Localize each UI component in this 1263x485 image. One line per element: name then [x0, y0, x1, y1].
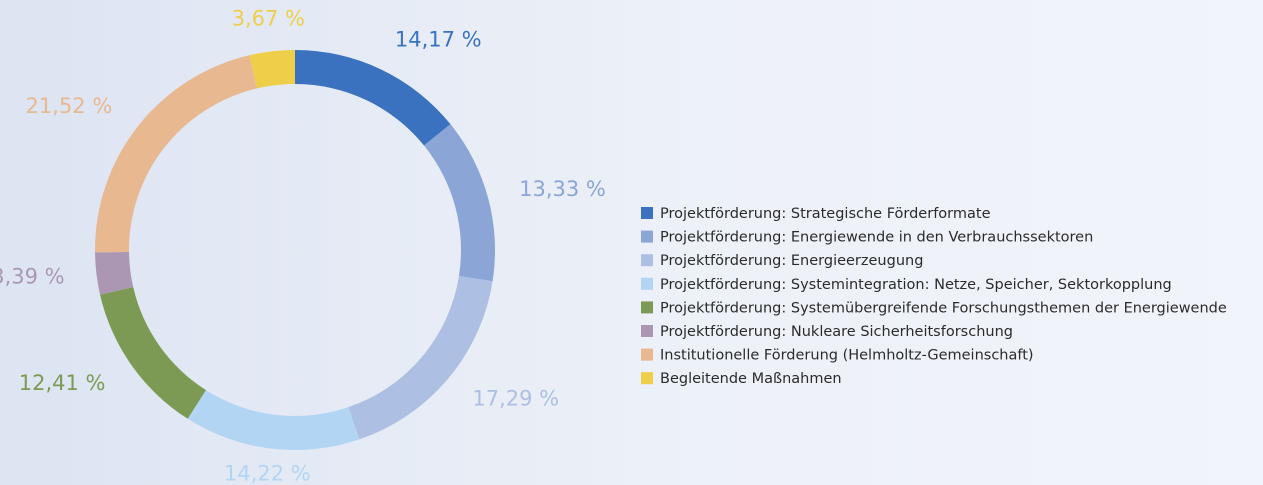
value-label: 3,67 %	[232, 7, 305, 31]
legend-swatch	[641, 325, 653, 337]
value-label: 14,17 %	[395, 28, 482, 52]
donut-segment	[100, 287, 206, 419]
legend-label: Projektförderung: Systemintegration: Net…	[660, 277, 1172, 293]
donut-segment	[295, 50, 451, 146]
legend-label: Projektförderung: Strategische Förderfor…	[660, 206, 991, 222]
legend-swatch	[641, 207, 653, 219]
donut-segment	[348, 275, 493, 440]
value-label: 14,22 %	[224, 461, 311, 485]
legend-swatch	[641, 230, 653, 243]
value-label: 17,29 %	[472, 387, 559, 411]
donut-segment	[249, 50, 295, 89]
value-label: 21,52 %	[26, 94, 113, 118]
legend-label: Projektförderung: Nukleare Sicherheitsfo…	[660, 324, 1013, 340]
legend-label: Projektförderung: Energieerzeugung	[660, 253, 923, 269]
legend-label: Projektförderung: Energiewende in den Ve…	[660, 230, 1093, 246]
legend-swatch	[641, 348, 653, 361]
legend-label: Begleitende Maßnahmen	[660, 371, 842, 387]
legend-label: Projektförderung: Systemübergreifende Fo…	[660, 300, 1227, 316]
value-label: 13,33 %	[519, 177, 606, 201]
donut-segment	[95, 251, 134, 295]
legend-swatch	[641, 372, 653, 385]
legend-swatch	[641, 301, 653, 314]
donut-segment	[187, 390, 360, 451]
donut-segment	[95, 55, 258, 253]
value-label: 3,39 %	[0, 264, 65, 288]
legend-label: Institutionelle Förderung (Helmholtz-Gem…	[660, 348, 1034, 364]
legend-swatch	[641, 277, 653, 290]
donut-segment	[424, 124, 495, 282]
legend-swatch	[641, 254, 653, 267]
value-label: 12,41 %	[19, 371, 106, 395]
